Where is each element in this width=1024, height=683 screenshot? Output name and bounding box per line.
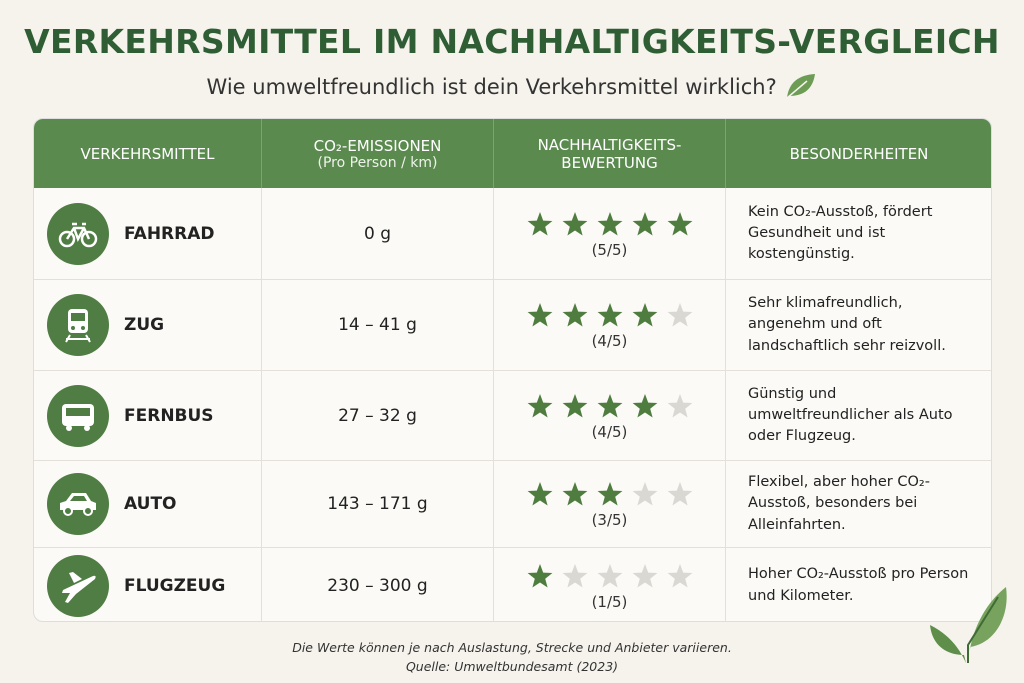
vehicle-name: FAHRRAD	[124, 223, 215, 244]
header-line: CO₂-EMISSIONEN	[313, 136, 442, 155]
star-empty	[667, 303, 692, 327]
rating-cell: (3/5)	[494, 461, 726, 548]
header-line: BESONDERHEITEN	[789, 144, 929, 163]
emissions-cell: 27 – 32 g	[262, 371, 494, 461]
star-filled	[667, 211, 692, 235]
stars	[527, 393, 692, 417]
notes-cell: Sehr klimafreundlich, angenehm und oft l…	[726, 280, 991, 371]
footer-note: Die Werte können je nach Auslastung, Str…	[292, 640, 732, 655]
rating-label: (4/5)	[591, 422, 628, 441]
vehicle-icon	[47, 554, 109, 617]
star-empty	[562, 563, 587, 587]
table: VERKEHRSMITTEL CO₂-EMISSIONEN (Pro Person …	[33, 118, 992, 622]
notes: Flexibel, aber hoher CO₂-Ausstoß, besond…	[748, 474, 930, 533]
subtitle: Wie umweltfreundlich ist dein Verkehrsmi…	[0, 72, 1024, 100]
vehicle-name: FLUGZEUG	[124, 575, 226, 596]
star-empty	[632, 482, 657, 506]
name-cell: FLUGZEUG	[34, 548, 262, 621]
leaves-decoration	[930, 587, 1007, 663]
emissions: 14 – 41 g	[338, 315, 417, 335]
star-filled	[632, 303, 657, 327]
notes: Sehr klimafreundlich, angenehm und oft l…	[748, 295, 946, 354]
vehicle-name: FERNBUS	[124, 405, 214, 426]
star-filled	[527, 211, 552, 235]
footer-source: Quelle: Umweltbundesamt (2023)	[405, 659, 619, 674]
stars	[527, 211, 692, 235]
header-line: BEWERTUNG	[561, 153, 658, 172]
rating-cell: (4/5)	[494, 280, 726, 371]
star-filled	[562, 303, 587, 327]
star-filled	[527, 303, 552, 327]
notes-cell: Flexibel, aber hoher CO₂-Ausstoß, besond…	[726, 461, 991, 548]
notes: Hoher CO₂-Ausstoß pro Person und Kilomet…	[748, 566, 969, 604]
star-filled	[632, 393, 657, 417]
rating-cell: (4/5)	[494, 371, 726, 461]
emissions-cell: 143 – 171 g	[262, 461, 494, 548]
subtitle-text: Wie umweltfreundlich ist dein Verkehrsmi…	[206, 75, 777, 99]
star-filled	[562, 482, 587, 506]
rating-cell: (5/5)	[494, 188, 726, 280]
star-filled	[562, 211, 587, 235]
notes-cell: Hoher CO₂-Ausstoß pro Person und Kilomet…	[726, 548, 991, 621]
notes-cell: Kein CO₂-Ausstoß, fördert Gesundheit und…	[726, 188, 991, 280]
star-empty	[667, 393, 692, 417]
name-cell: ZUG	[34, 280, 262, 371]
leaf-icon	[786, 74, 816, 99]
star-empty	[597, 563, 622, 587]
star-filled	[597, 303, 622, 327]
name-cell: FAHRRAD	[34, 188, 262, 280]
header-line: (Pro Person / km)	[317, 154, 438, 171]
notes-cell: Günstig und umweltfreundlicher als Auto …	[726, 371, 991, 461]
star-filled	[597, 211, 622, 235]
rating-label: (5/5)	[591, 240, 628, 259]
name-cell: FERNBUS	[34, 371, 262, 461]
star-filled	[597, 393, 622, 417]
name-cell: AUTO	[34, 461, 262, 548]
emissions: 230 – 300 g	[327, 575, 428, 596]
emissions: 143 – 171 g	[327, 494, 428, 514]
star-empty	[667, 563, 692, 587]
star-filled	[527, 393, 552, 417]
stars	[527, 482, 692, 506]
notes: Günstig und umweltfreundlicher als Auto …	[748, 385, 953, 444]
star-filled	[562, 393, 587, 417]
star-filled	[632, 211, 657, 235]
vehicle-icon	[47, 473, 109, 535]
rating-label: (1/5)	[591, 592, 628, 611]
rating-label: (3/5)	[591, 511, 628, 529]
emissions: 0 g	[363, 223, 391, 244]
header-cell: NACHHALTIGKEITS- BEWERTUNG	[494, 119, 726, 188]
header-line: NACHHALTIGKEITS-	[537, 135, 682, 154]
header-cell: CO₂-EMISSIONEN (Pro Person / km)	[262, 119, 494, 188]
vehicle-name: ZUG	[124, 315, 165, 335]
stars	[527, 303, 692, 327]
star-filled	[527, 563, 552, 587]
notes: Kein CO₂-Ausstoß, fördert Gesundheit und…	[748, 203, 933, 262]
star-filled	[597, 482, 622, 506]
star-empty	[632, 563, 657, 587]
emissions-cell: 230 – 300 g	[262, 548, 494, 621]
header-cell: VERKEHRSMITTEL	[34, 119, 262, 188]
star-filled	[527, 482, 552, 506]
star-empty	[667, 482, 692, 506]
footer: Die Werte können je nach Auslastung, Str…	[0, 638, 1024, 676]
header-cell: BESONDERHEITEN	[726, 119, 991, 188]
emissions-cell: 0 g	[262, 188, 494, 280]
rating-cell: (1/5)	[494, 548, 726, 621]
vehicle-icon	[47, 202, 109, 265]
emissions: 27 – 32 g	[338, 405, 417, 426]
title: VERKEHRSMITTEL IM NACHHALTIGKEITS-VERGLE…	[24, 22, 1000, 61]
emissions-cell: 14 – 41 g	[262, 280, 494, 371]
rating-label: (4/5)	[591, 332, 628, 350]
stars	[527, 563, 692, 587]
header-line: VERKEHRSMITTEL	[80, 144, 215, 163]
vehicle-name: AUTO	[124, 494, 177, 514]
vehicle-icon	[47, 384, 109, 447]
vehicle-icon	[47, 294, 109, 356]
